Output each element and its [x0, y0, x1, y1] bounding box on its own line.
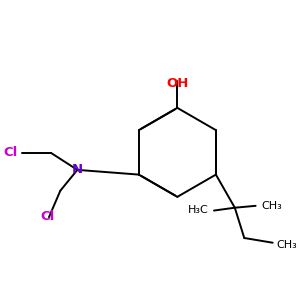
Text: OH: OH	[166, 77, 189, 90]
Text: Cl: Cl	[4, 146, 18, 159]
Text: CH₃: CH₃	[276, 240, 297, 250]
Text: H₃C: H₃C	[188, 205, 208, 214]
Text: Cl: Cl	[40, 210, 54, 223]
Text: CH₃: CH₃	[261, 201, 282, 211]
Text: N: N	[72, 164, 83, 176]
